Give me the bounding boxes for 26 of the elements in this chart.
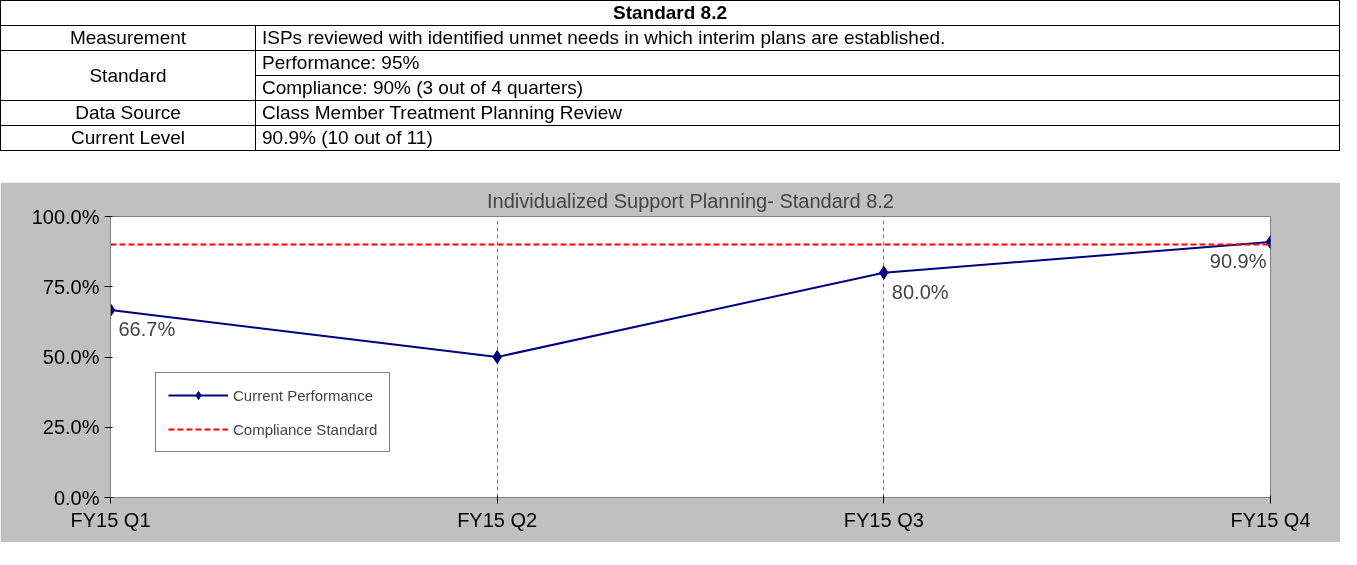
y-tick-label: 100.0% — [31, 205, 100, 228]
x-tick-label: FY15 Q4 — [1230, 508, 1311, 531]
x-tick-label: FY15 Q2 — [457, 508, 538, 531]
legend-label: Current Performance — [233, 386, 374, 404]
y-tick-label: 0.0% — [53, 486, 100, 509]
text: Class Member Treatment Planning Review — [255, 100, 1340, 126]
legend-label: Compliance Standard — [233, 420, 378, 438]
x-tick-label: FY15 Q1 — [70, 508, 151, 531]
text: Compliance: 90% (3 out of 4 quarters) — [255, 75, 1340, 101]
data-label: 80.0% — [891, 280, 949, 303]
data-label: 90.9% — [1209, 250, 1267, 273]
text: Current Level — [0, 125, 256, 151]
text: ISPs reviewed with identified unmet needs in which interim plans are established. — [255, 25, 1340, 51]
y-tick-label: 75.0% — [42, 275, 100, 298]
text: Measurement — [0, 25, 256, 51]
y-tick-label: 25.0% — [42, 416, 100, 439]
x-tick-label: FY15 Q3 — [843, 508, 924, 531]
y-tick-label: 50.0% — [42, 346, 100, 368]
text: 90.9% (10 out of 11) — [255, 125, 1340, 151]
data-label: 66.7% — [118, 318, 176, 341]
text: Data Source — [0, 100, 256, 126]
point — [492, 350, 502, 364]
text: Standard — [0, 50, 256, 101]
text: Standard 8.2 — [0, 0, 1340, 26]
text: Performance: 95% — [255, 50, 1340, 76]
chart-title: Individualized Support Planning- Standard 8.2 — [487, 189, 894, 212]
